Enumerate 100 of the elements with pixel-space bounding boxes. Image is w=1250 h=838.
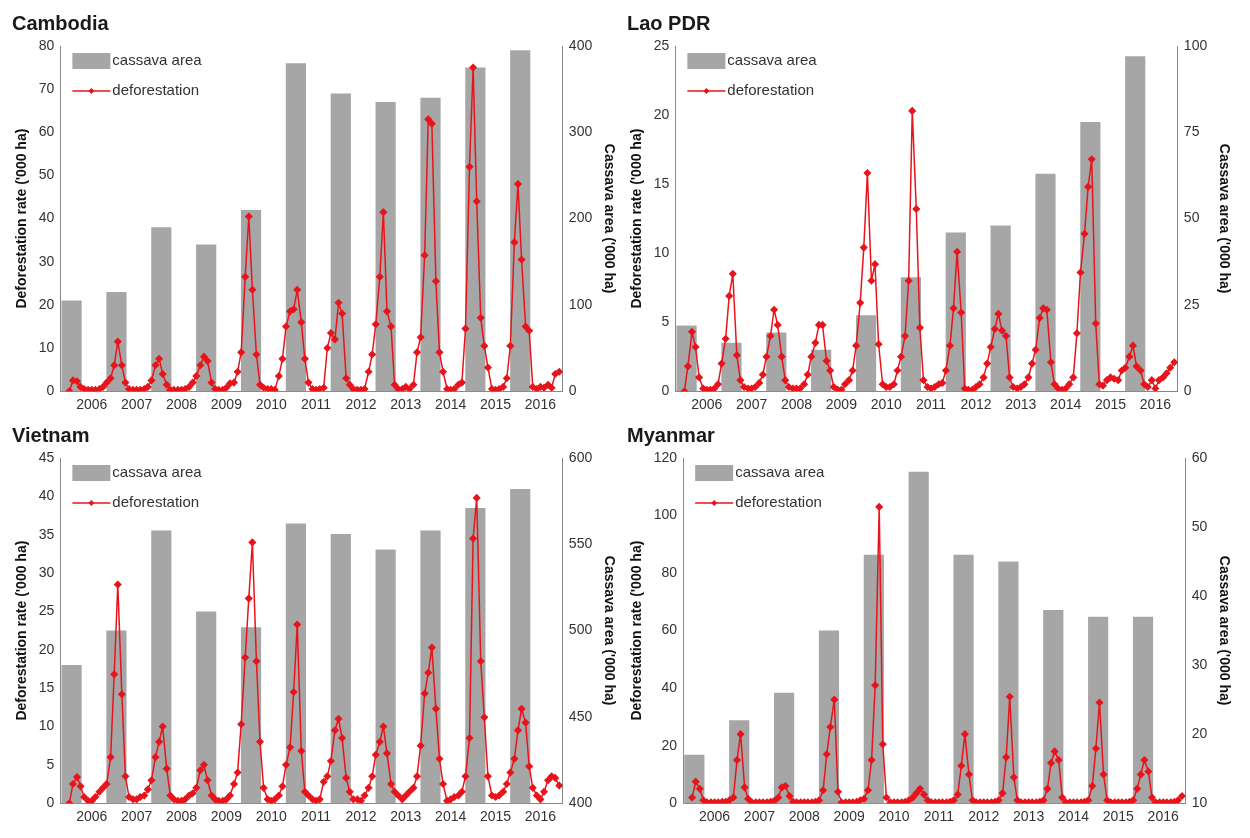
x-tick-label: 2010 <box>878 808 910 825</box>
y2-tick-label: 100 <box>1183 36 1208 53</box>
y-tick-label: 60 <box>38 123 55 140</box>
y-tick-label: 40 <box>661 678 678 695</box>
y-axis-title: Deforestation rate ('000 ha) <box>628 540 645 721</box>
x-tick-label: 2008 <box>780 396 813 413</box>
bar <box>61 300 82 392</box>
y-axis-title: Deforestation rate ('000 ha) <box>13 128 30 309</box>
x-tick-label: 2008 <box>165 396 198 413</box>
x-tick-label: 2006 <box>698 808 731 825</box>
y-tick-label: 30 <box>38 563 55 580</box>
x-tick-label: 2007 <box>121 396 153 413</box>
x-tick-label: 2011 <box>301 396 332 413</box>
legend-label: deforestation <box>112 493 200 511</box>
x-tick-label: 2013 <box>390 396 422 413</box>
x-tick-label: 2006 <box>76 808 108 825</box>
x-tick-label: 2012 <box>345 808 377 825</box>
y-tick-label: 35 <box>38 525 55 542</box>
y-tick-label: 70 <box>38 80 55 97</box>
y-tick-label: 120 <box>653 448 678 465</box>
x-tick-label: 2012 <box>345 396 377 413</box>
y2-tick-label: 200 <box>568 209 593 226</box>
x-tick-label: 2007 <box>736 396 768 413</box>
y-tick-label: 5 <box>46 755 55 772</box>
y-axis-title: Deforestation rate ('000 ha) <box>13 540 30 721</box>
y2-tick-label: 20 <box>1191 725 1208 742</box>
y2-tick-label: 0 <box>568 382 577 399</box>
y2-axis-title: Cassava area ('000 ha) <box>1216 143 1233 294</box>
bar <box>1125 56 1146 392</box>
y-tick-label: 100 <box>653 506 678 523</box>
chart-title: Cambodia <box>12 11 110 34</box>
x-tick-label: 2013 <box>1005 396 1037 413</box>
y2-tick-label: 400 <box>568 794 593 811</box>
legend-label: deforestation <box>735 493 822 511</box>
y-tick-label: 40 <box>38 487 55 504</box>
y-tick-label: 10 <box>38 717 55 734</box>
x-tick-label: 2006 <box>691 396 723 413</box>
x-tick-label: 2016 <box>524 808 557 825</box>
x-tick-label: 2012 <box>960 396 992 413</box>
y2-tick-label: 400 <box>568 36 593 53</box>
legend-label: cassava area <box>112 463 203 481</box>
chart-title: Myanmar <box>627 423 716 446</box>
y2-tick-label: 300 <box>568 123 593 140</box>
x-tick-label: 2010 <box>255 396 288 413</box>
y2-tick-label: 30 <box>1191 655 1208 672</box>
x-tick-label: 2015 <box>1102 808 1135 825</box>
x-tick-label: 2016 <box>524 396 557 413</box>
y-tick-label: 0 <box>669 794 678 811</box>
y2-axis-title: Cassava area ('000 ha) <box>601 143 618 294</box>
y-tick-label: 20 <box>38 640 55 657</box>
x-tick-label: 2008 <box>165 808 198 825</box>
bar <box>990 225 1011 392</box>
y2-tick-label: 450 <box>568 707 593 724</box>
y-tick-label: 60 <box>661 621 678 638</box>
y-tick-label: 25 <box>653 36 670 53</box>
legend-label: deforestation <box>727 81 815 99</box>
y-tick-label: 5 <box>661 313 670 330</box>
y-tick-label: 15 <box>38 678 55 695</box>
x-tick-label: 2015 <box>479 396 512 413</box>
y-tick-label: 80 <box>661 563 678 580</box>
x-tick-label: 2007 <box>121 808 153 825</box>
x-tick-label: 2010 <box>255 808 288 825</box>
y-tick-label: 30 <box>38 252 55 269</box>
bar <box>375 102 396 392</box>
x-tick-label: 2013 <box>1013 808 1045 825</box>
x-tick-label: 2014 <box>1050 396 1082 413</box>
x-tick-label: 2016 <box>1147 808 1179 825</box>
y2-tick-label: 0 <box>1183 382 1192 399</box>
x-tick-label: 2014 <box>435 808 467 825</box>
y-tick-label: 50 <box>38 166 55 183</box>
y-tick-label: 10 <box>38 338 55 355</box>
x-tick-label: 2007 <box>743 808 776 825</box>
y-tick-label: 20 <box>653 105 670 122</box>
x-tick-label: 2013 <box>390 808 422 825</box>
bar <box>151 227 172 392</box>
bar <box>285 63 306 392</box>
y2-axis-title: Cassava area ('000 ha) <box>601 555 618 706</box>
x-tick-label: 2016 <box>1139 396 1172 413</box>
x-tick-label: 2015 <box>479 808 512 825</box>
y-tick-label: 20 <box>38 295 55 312</box>
legend-label: cassava area <box>727 51 818 69</box>
x-tick-label: 2011 <box>301 808 332 825</box>
x-tick-label: 2010 <box>870 396 903 413</box>
bar <box>510 50 531 392</box>
y2-tick-label: 10 <box>1191 794 1208 811</box>
bar <box>196 244 217 392</box>
y-tick-label: 80 <box>38 36 55 53</box>
bar <box>1035 173 1056 392</box>
y2-tick-label: 500 <box>568 621 593 638</box>
x-tick-label: 2009 <box>825 396 858 413</box>
y-tick-label: 0 <box>661 382 670 399</box>
y-tick-label: 40 <box>38 209 55 226</box>
y2-tick-label: 550 <box>568 535 593 552</box>
x-tick-label: 2009 <box>210 396 243 413</box>
bar <box>855 315 877 392</box>
y2-tick-label: 600 <box>568 448 593 465</box>
y2-tick-label: 25 <box>1183 295 1200 312</box>
y2-tick-label: 100 <box>568 295 593 312</box>
legend-label: cassava area <box>112 51 203 69</box>
x-tick-label: 2011 <box>923 808 955 825</box>
